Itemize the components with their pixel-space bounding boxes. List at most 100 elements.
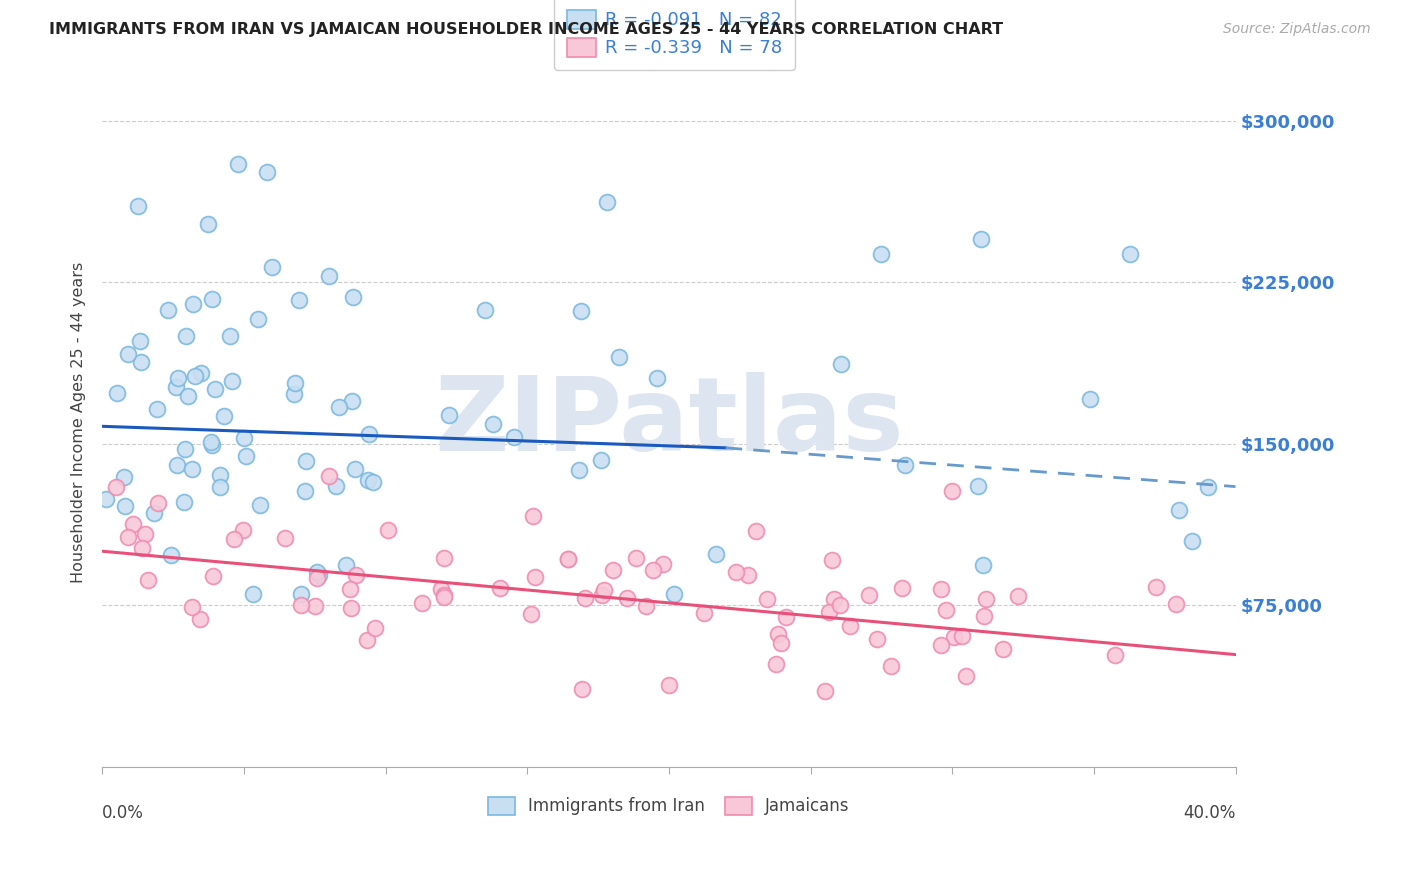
Point bbox=[647, 370, 669, 384]
Text: 40.0%: 40.0% bbox=[1182, 805, 1236, 822]
Point bbox=[433, 550, 456, 565]
Point bbox=[204, 382, 226, 396]
Point bbox=[935, 603, 957, 617]
Point bbox=[652, 557, 675, 571]
Point bbox=[222, 532, 245, 546]
Point bbox=[766, 627, 789, 641]
Point bbox=[830, 357, 852, 371]
Point bbox=[262, 260, 284, 274]
Point bbox=[112, 470, 135, 484]
Point bbox=[972, 558, 994, 572]
Point bbox=[993, 641, 1015, 656]
Point bbox=[363, 475, 385, 489]
Point bbox=[117, 531, 139, 545]
Point bbox=[955, 669, 977, 683]
Point bbox=[339, 582, 361, 596]
Point bbox=[602, 563, 624, 577]
Point bbox=[94, 491, 117, 506]
Point bbox=[173, 495, 195, 509]
Point bbox=[105, 386, 128, 401]
Point bbox=[156, 302, 179, 317]
Point bbox=[821, 553, 844, 567]
Point bbox=[737, 568, 759, 582]
Point bbox=[325, 479, 347, 493]
Point bbox=[929, 638, 952, 652]
Point bbox=[557, 552, 579, 566]
Point bbox=[591, 588, 613, 602]
Point bbox=[1007, 589, 1029, 603]
Point bbox=[624, 550, 647, 565]
Point bbox=[318, 468, 340, 483]
Point bbox=[574, 591, 596, 606]
Point bbox=[866, 632, 889, 647]
Point bbox=[221, 375, 243, 389]
Point bbox=[662, 587, 685, 601]
Text: Source: ZipAtlas.com: Source: ZipAtlas.com bbox=[1223, 22, 1371, 37]
Point bbox=[201, 438, 224, 452]
Point bbox=[146, 496, 169, 510]
Point bbox=[181, 461, 204, 475]
Point bbox=[1078, 392, 1101, 406]
Point bbox=[765, 657, 787, 671]
Point bbox=[1164, 597, 1187, 611]
Point bbox=[974, 591, 997, 606]
Point bbox=[308, 567, 330, 582]
Y-axis label: Householder Income Ages 25 - 44 years: Householder Income Ages 25 - 44 years bbox=[72, 261, 86, 582]
Point bbox=[359, 426, 381, 441]
Point bbox=[658, 678, 681, 692]
Point bbox=[433, 590, 456, 604]
Point bbox=[591, 452, 613, 467]
Point bbox=[160, 548, 183, 562]
Point bbox=[568, 463, 591, 477]
Point bbox=[411, 596, 433, 610]
Point bbox=[571, 681, 593, 696]
Point bbox=[823, 591, 845, 606]
Point bbox=[294, 483, 316, 498]
Point bbox=[134, 527, 156, 541]
Point bbox=[176, 389, 198, 403]
Point bbox=[328, 401, 350, 415]
Point bbox=[174, 442, 197, 457]
Point bbox=[520, 607, 543, 621]
Point bbox=[569, 304, 592, 318]
Point bbox=[318, 268, 340, 283]
Point bbox=[190, 366, 212, 380]
Point bbox=[295, 454, 318, 468]
Point bbox=[166, 371, 188, 385]
Point bbox=[183, 368, 205, 383]
Point bbox=[1119, 246, 1142, 260]
Point bbox=[770, 636, 793, 650]
Point bbox=[142, 506, 165, 520]
Point bbox=[756, 591, 779, 606]
Point bbox=[226, 156, 249, 170]
Point bbox=[114, 500, 136, 514]
Point bbox=[274, 531, 297, 545]
Point bbox=[870, 247, 893, 261]
Point bbox=[356, 633, 378, 648]
Point bbox=[214, 409, 236, 424]
Point bbox=[595, 195, 617, 210]
Point bbox=[439, 408, 461, 422]
Point bbox=[969, 232, 991, 246]
Point bbox=[724, 565, 747, 579]
Point bbox=[1104, 648, 1126, 663]
Point bbox=[122, 517, 145, 532]
Point bbox=[941, 483, 963, 498]
Point bbox=[288, 293, 311, 308]
Point bbox=[127, 199, 149, 213]
Point bbox=[364, 621, 387, 635]
Point bbox=[335, 558, 357, 573]
Point bbox=[242, 587, 264, 601]
Point bbox=[973, 608, 995, 623]
Point bbox=[218, 329, 240, 343]
Point bbox=[429, 582, 451, 596]
Point bbox=[202, 569, 225, 583]
Point bbox=[474, 303, 496, 318]
Point bbox=[138, 573, 160, 587]
Point bbox=[129, 355, 152, 369]
Point bbox=[305, 571, 328, 585]
Point bbox=[830, 598, 852, 612]
Point bbox=[247, 311, 270, 326]
Point bbox=[943, 630, 966, 644]
Point bbox=[200, 435, 222, 450]
